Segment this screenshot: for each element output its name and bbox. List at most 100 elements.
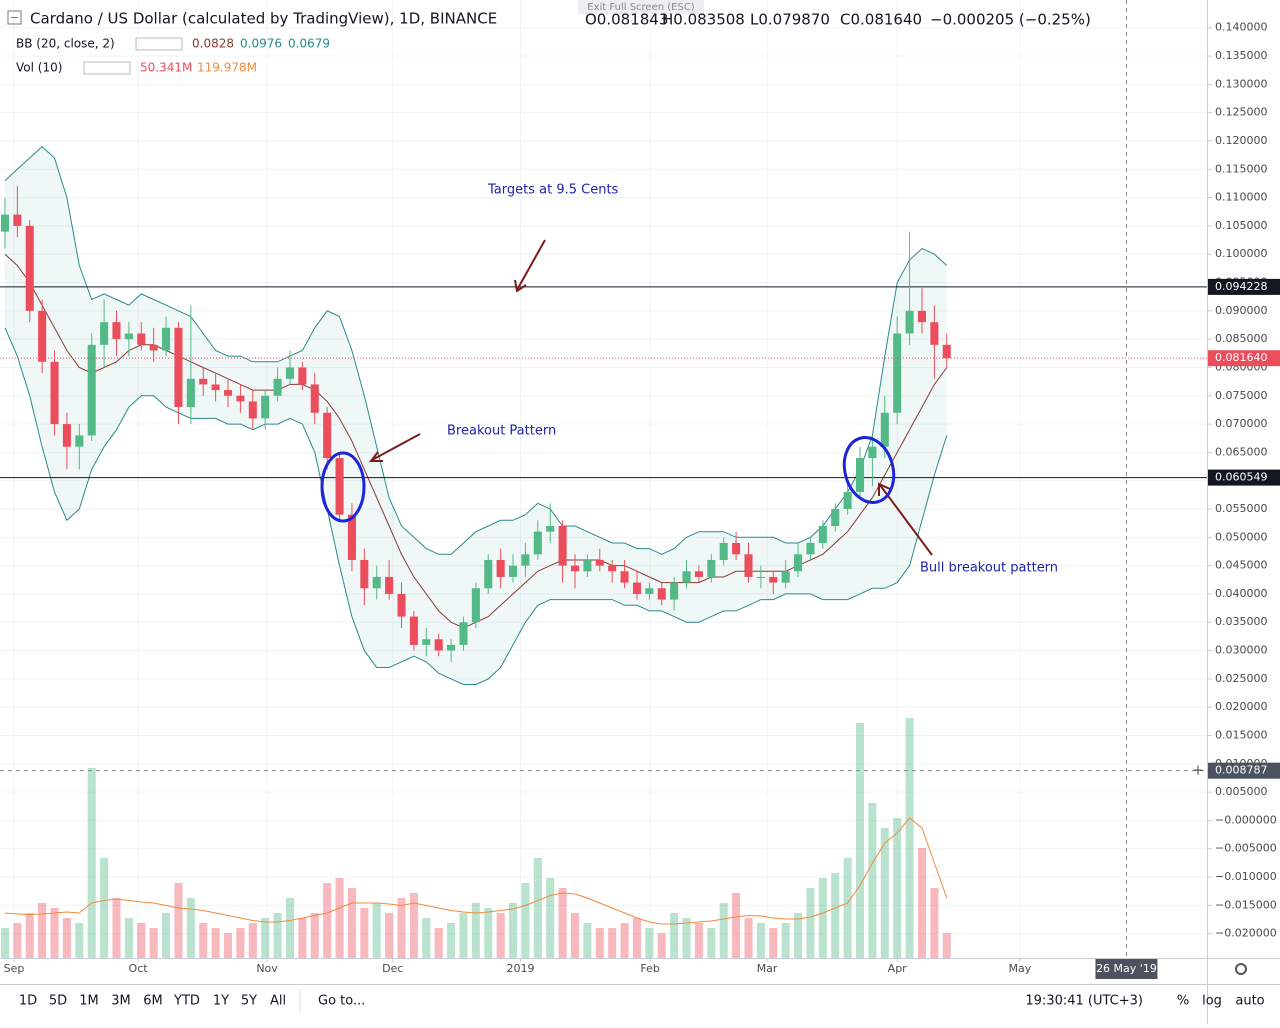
candle-body bbox=[100, 322, 109, 345]
candle-body bbox=[124, 333, 133, 340]
volume-bar bbox=[732, 893, 741, 958]
volume-bar bbox=[100, 858, 109, 958]
candle-body bbox=[595, 559, 604, 566]
candle-body bbox=[248, 401, 257, 419]
arrow bbox=[371, 433, 421, 461]
crosshair-x-label: 26 May '19 bbox=[1096, 962, 1157, 975]
volume-bar bbox=[422, 918, 431, 958]
volume-bar bbox=[223, 933, 233, 958]
range-button[interactable]: 3M bbox=[111, 994, 131, 1009]
volume-bar bbox=[434, 928, 443, 958]
arrow-head bbox=[368, 451, 383, 462]
candle-body bbox=[732, 542, 741, 555]
bb-legend-value: 0.0828 bbox=[192, 37, 234, 51]
collapse-icon[interactable] bbox=[7, 10, 22, 25]
candle-body bbox=[434, 639, 443, 651]
x-tick-label: Nov bbox=[256, 962, 278, 975]
volume-bar bbox=[310, 913, 319, 958]
volume-bar bbox=[868, 803, 877, 958]
volume-bar bbox=[471, 903, 480, 958]
candle-body bbox=[236, 395, 245, 402]
y-tick-label: −0.005000 bbox=[1215, 842, 1277, 855]
volume-bar bbox=[397, 898, 406, 958]
candle-body bbox=[62, 424, 71, 447]
y-tick-label: 0.045000 bbox=[1215, 559, 1268, 572]
goto-button[interactable]: Go to... bbox=[318, 994, 365, 1009]
volume-bar bbox=[533, 858, 542, 958]
volume-bar bbox=[595, 928, 604, 958]
volume-bar bbox=[285, 898, 295, 958]
y-tick-label: 0.005000 bbox=[1215, 785, 1268, 798]
ohlc-change: −0.000205 (−0.25%) bbox=[930, 11, 1091, 29]
range-button[interactable]: 6M bbox=[143, 994, 163, 1009]
candle-body bbox=[608, 565, 617, 572]
candle-body bbox=[174, 327, 183, 408]
volume-bar bbox=[744, 918, 753, 958]
vol-legend-value: 119.978M bbox=[197, 61, 257, 75]
y-tick-label: −0.010000 bbox=[1215, 870, 1277, 883]
range-button[interactable]: 5D bbox=[49, 994, 67, 1009]
annotation[interactable]: Bull breakout pattern bbox=[920, 561, 1058, 576]
exit-fullscreen-bg[interactable] bbox=[578, 0, 704, 14]
x-tick-label: Mar bbox=[757, 962, 778, 975]
volume-bar bbox=[261, 918, 270, 958]
range-button[interactable]: 5Y bbox=[241, 994, 257, 1009]
exit-fullscreen[interactable]: Exit Full Screen (ESC) bbox=[587, 2, 695, 13]
x-tick-label: Sep bbox=[4, 962, 25, 975]
crosshair-x-bg bbox=[1095, 959, 1158, 979]
volume-bar bbox=[38, 903, 47, 958]
candle-body bbox=[893, 333, 902, 413]
y-tick-label: 0.120000 bbox=[1215, 134, 1268, 147]
candle-body bbox=[211, 384, 220, 391]
candle-body bbox=[87, 344, 96, 436]
y-tick-label: 0.125000 bbox=[1215, 106, 1268, 119]
volume-bar bbox=[570, 913, 580, 958]
bb-legend-name[interactable]: BB (20, close, 2) bbox=[16, 37, 115, 51]
candle-body bbox=[645, 588, 654, 594]
candle-body bbox=[186, 378, 195, 408]
x-tick-label: Apr bbox=[888, 962, 908, 975]
symbol-title[interactable]: Cardano / US Dollar (calculated by Tradi… bbox=[30, 10, 497, 28]
candle-body bbox=[719, 542, 728, 560]
volume-bar bbox=[657, 933, 666, 958]
candle-body bbox=[471, 588, 480, 623]
volume-bar bbox=[385, 913, 394, 958]
range-button[interactable]: All bbox=[270, 994, 286, 1009]
arrows bbox=[368, 239, 933, 556]
scale-option[interactable]: auto bbox=[1235, 994, 1264, 1009]
candle-body bbox=[583, 559, 592, 572]
range-button[interactable]: 1D bbox=[19, 994, 37, 1009]
annotation[interactable]: Breakout Pattern bbox=[447, 424, 556, 439]
scale-option[interactable]: log bbox=[1202, 994, 1222, 1009]
annotation[interactable]: Targets at 9.5 Cents bbox=[487, 183, 619, 198]
range-button[interactable]: 1Y bbox=[213, 994, 229, 1009]
candle-body bbox=[25, 225, 34, 311]
volume-bar bbox=[199, 923, 208, 958]
range-button[interactable]: YTD bbox=[173, 994, 200, 1009]
candle-body bbox=[75, 435, 84, 447]
x-tick-label: May bbox=[1009, 962, 1032, 975]
last-price-bg bbox=[1208, 350, 1280, 367]
bb-legend-value: 0.0679 bbox=[288, 37, 330, 51]
highlight-ellipse bbox=[842, 436, 896, 504]
vol-legend-name[interactable]: Vol (10) bbox=[16, 61, 62, 75]
scale-option[interactable]: % bbox=[1177, 994, 1189, 1009]
candle-body bbox=[459, 622, 468, 645]
volume-bar bbox=[707, 928, 716, 958]
volume-bar bbox=[335, 878, 344, 958]
bb-legend-icons[interactable] bbox=[135, 37, 183, 51]
y-tick-label: −0.015000 bbox=[1215, 898, 1277, 911]
volume-ma bbox=[4, 817, 948, 925]
candle-body bbox=[199, 378, 208, 385]
volume-bar bbox=[794, 913, 803, 958]
candle-body bbox=[818, 525, 827, 543]
volume-bar bbox=[323, 883, 332, 958]
volume-bar bbox=[521, 883, 530, 958]
arrow bbox=[879, 484, 933, 556]
volume-bar bbox=[682, 918, 691, 958]
range-button[interactable]: 1M bbox=[79, 994, 99, 1009]
x-tick-label: Feb bbox=[640, 962, 659, 975]
vol-legend-icons[interactable] bbox=[83, 61, 131, 75]
settings-icon[interactable] bbox=[1235, 963, 1247, 975]
volume-bar bbox=[236, 928, 245, 958]
